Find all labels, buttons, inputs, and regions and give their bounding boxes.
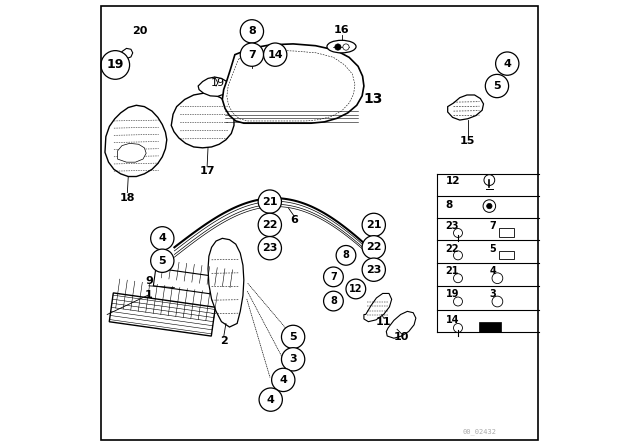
Polygon shape xyxy=(154,268,231,297)
Text: 20: 20 xyxy=(132,26,148,36)
Text: 9: 9 xyxy=(145,276,153,286)
Ellipse shape xyxy=(327,40,356,53)
Polygon shape xyxy=(109,293,215,336)
Polygon shape xyxy=(172,93,234,148)
Circle shape xyxy=(335,44,341,50)
Circle shape xyxy=(484,175,495,185)
Text: 21: 21 xyxy=(262,197,278,207)
Text: 11: 11 xyxy=(376,317,392,327)
Circle shape xyxy=(486,203,492,209)
Text: 4: 4 xyxy=(503,59,511,69)
Text: 18: 18 xyxy=(120,193,135,203)
Text: 17: 17 xyxy=(199,166,215,176)
Circle shape xyxy=(485,74,509,98)
Bar xyxy=(499,251,513,259)
Text: 19: 19 xyxy=(107,58,124,72)
Text: 7: 7 xyxy=(330,272,337,282)
Bar xyxy=(499,228,513,237)
Text: 15: 15 xyxy=(460,136,476,146)
Text: 7: 7 xyxy=(248,50,256,60)
Polygon shape xyxy=(364,293,392,322)
Circle shape xyxy=(282,325,305,349)
Circle shape xyxy=(271,368,295,392)
Circle shape xyxy=(454,297,463,306)
Text: 23: 23 xyxy=(445,221,459,231)
Text: 22: 22 xyxy=(445,244,459,254)
Bar xyxy=(479,322,500,332)
Circle shape xyxy=(324,267,343,287)
Text: 3: 3 xyxy=(289,354,297,364)
Text: 14: 14 xyxy=(445,315,459,325)
Circle shape xyxy=(282,348,305,371)
Circle shape xyxy=(258,237,282,260)
Circle shape xyxy=(454,323,463,332)
Text: 4: 4 xyxy=(279,375,287,385)
Polygon shape xyxy=(105,105,167,177)
Text: 7: 7 xyxy=(490,221,496,231)
Text: 10: 10 xyxy=(394,332,409,342)
Polygon shape xyxy=(222,44,364,123)
Text: 8: 8 xyxy=(248,26,256,36)
Circle shape xyxy=(492,273,503,284)
Circle shape xyxy=(240,20,264,43)
Circle shape xyxy=(454,228,463,237)
Circle shape xyxy=(346,279,365,299)
Circle shape xyxy=(240,43,264,66)
Text: 23: 23 xyxy=(366,265,381,275)
Circle shape xyxy=(259,388,282,411)
Polygon shape xyxy=(387,311,416,338)
Text: 5: 5 xyxy=(490,244,496,254)
Circle shape xyxy=(495,52,519,75)
Text: 21: 21 xyxy=(445,266,459,276)
Text: 2: 2 xyxy=(220,336,228,346)
Circle shape xyxy=(343,44,349,50)
Text: 23: 23 xyxy=(262,243,278,253)
Polygon shape xyxy=(121,48,132,59)
Polygon shape xyxy=(448,95,484,120)
Circle shape xyxy=(324,291,343,311)
Text: 13: 13 xyxy=(363,92,383,107)
Text: 21: 21 xyxy=(366,220,381,230)
Circle shape xyxy=(454,251,463,260)
Text: 4: 4 xyxy=(158,233,166,243)
Text: 6: 6 xyxy=(290,215,298,225)
Circle shape xyxy=(362,213,385,237)
Text: 4: 4 xyxy=(490,266,496,276)
Text: 19: 19 xyxy=(211,78,225,88)
Text: 3: 3 xyxy=(490,289,496,299)
Circle shape xyxy=(483,200,495,212)
Text: 19: 19 xyxy=(445,289,459,299)
Text: 12: 12 xyxy=(349,284,363,294)
Polygon shape xyxy=(208,238,244,327)
Text: 8: 8 xyxy=(330,296,337,306)
Circle shape xyxy=(454,274,463,283)
Text: 5: 5 xyxy=(493,81,500,91)
Text: 4: 4 xyxy=(267,395,275,405)
Circle shape xyxy=(264,43,287,66)
Polygon shape xyxy=(198,77,230,96)
Text: 22: 22 xyxy=(366,242,381,252)
Circle shape xyxy=(362,236,385,259)
Circle shape xyxy=(258,213,282,237)
Circle shape xyxy=(101,51,130,79)
Text: 8: 8 xyxy=(445,200,452,210)
Circle shape xyxy=(336,246,356,265)
Circle shape xyxy=(492,296,503,307)
Text: 5: 5 xyxy=(289,332,297,342)
Text: 8: 8 xyxy=(342,250,349,260)
Circle shape xyxy=(362,258,385,281)
Text: 00_02432: 00_02432 xyxy=(462,429,496,435)
Text: 1: 1 xyxy=(145,290,153,300)
Text: 14: 14 xyxy=(268,50,283,60)
Text: 5: 5 xyxy=(159,256,166,266)
Circle shape xyxy=(150,249,174,272)
Text: 22: 22 xyxy=(262,220,278,230)
Polygon shape xyxy=(118,143,146,162)
Text: 12: 12 xyxy=(445,177,460,186)
Circle shape xyxy=(258,190,282,213)
Text: 16: 16 xyxy=(333,26,349,35)
Circle shape xyxy=(150,227,174,250)
